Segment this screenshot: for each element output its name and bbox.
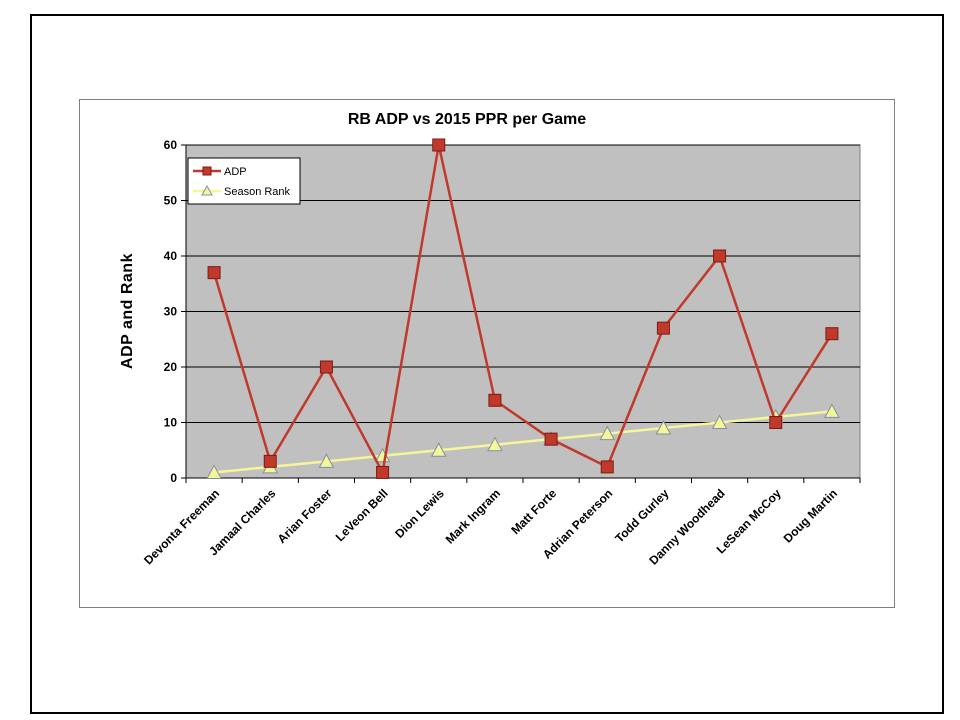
y-tick-label: 50	[164, 194, 178, 208]
x-tick-label: Todd Gurley	[612, 486, 671, 545]
adp-point	[825, 327, 839, 341]
x-tick-label: Doug Martin	[781, 486, 840, 545]
grid-lines	[186, 144, 860, 423]
adp-point	[713, 249, 727, 263]
y-tick-label: 0	[170, 471, 177, 485]
x-tick-label: Matt Forte	[508, 486, 559, 537]
legend-triangle-icon	[201, 184, 213, 196]
x-tick-label: Devonta Freeman	[141, 486, 222, 567]
legend-entry: Season Rank	[193, 184, 291, 198]
legend: ADP Season Rank	[187, 157, 301, 205]
adp-point	[488, 393, 502, 407]
season-rank-point	[655, 419, 672, 435]
legend-label: ADP	[224, 166, 247, 178]
season-rank-point	[487, 436, 503, 452]
legend-box	[187, 157, 301, 205]
y-axis-label: ADP and Rank	[119, 253, 136, 369]
adp-point	[319, 360, 333, 374]
series-line	[212, 144, 833, 477]
y-tick-label: 30	[164, 305, 178, 319]
adp-point	[432, 138, 446, 152]
y-tick-label: 60	[164, 138, 178, 152]
adp-point	[544, 432, 558, 446]
chart-title: RB ADP vs 2015 PPR per Game	[348, 111, 586, 128]
adp-point	[600, 460, 614, 474]
season-rank-point	[824, 403, 840, 418]
season-rank-point	[430, 442, 447, 457]
season-rank-point	[206, 464, 222, 479]
series-line	[213, 410, 833, 474]
y-tick-label: 10	[164, 416, 178, 430]
y-tick-label: 20	[164, 360, 178, 374]
series-layer	[206, 138, 840, 479]
season-rank-point	[318, 453, 335, 468]
adp-point	[263, 454, 277, 468]
legend-square-icon	[202, 166, 212, 176]
x-tick-label: Mark Ingram	[443, 486, 503, 546]
season-rank-point	[711, 414, 728, 429]
x-tick-label: Arian Foster	[275, 486, 335, 546]
series-adp	[207, 138, 839, 479]
y-tick-label: 40	[164, 249, 178, 263]
adp-point	[207, 266, 221, 280]
legend-label: Season Rank	[224, 186, 291, 198]
adp-point	[769, 416, 783, 429]
adp-point	[376, 465, 390, 479]
season-rank-point	[599, 425, 616, 441]
adp-point	[656, 321, 670, 335]
legend-entry: ADP	[193, 166, 247, 178]
x-tick-label: Dion Lewis	[392, 486, 447, 541]
x-tick-label: LeVeon Bell	[333, 486, 391, 544]
